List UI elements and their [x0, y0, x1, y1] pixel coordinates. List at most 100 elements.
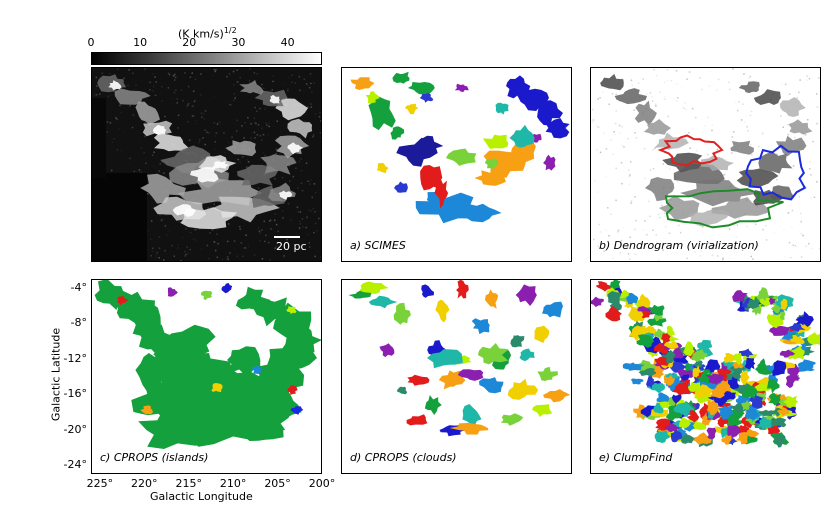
noise-pixel [165, 214, 167, 216]
noise-pixel [812, 140, 814, 143]
clumpfind-clump [654, 356, 667, 366]
clumpfind-clump [661, 333, 671, 345]
noise-pixel [110, 169, 113, 172]
noise-pixel [184, 250, 186, 253]
clumpfind-clump [726, 417, 742, 430]
noise-pixel [241, 228, 244, 230]
noise-pixel [786, 124, 789, 126]
emission-peak [172, 204, 197, 217]
noise-pixel [173, 79, 176, 81]
cprops-island [153, 324, 216, 368]
noise-pixel [160, 219, 163, 222]
noise-pixel [120, 150, 122, 152]
noise-pixel [120, 111, 122, 114]
noise-pixel [164, 249, 166, 252]
noise-pixel [113, 138, 115, 140]
noise-pixel [725, 159, 727, 161]
noise-pixel [741, 249, 744, 251]
y-axis-label: Galactic Latitude [49, 327, 63, 422]
noise-pixel [239, 225, 241, 228]
noise-pixel [228, 73, 231, 75]
noise-pixel [128, 106, 130, 108]
noise-pixel [111, 141, 114, 144]
colorbar-label: (K km/s)1/2 [178, 26, 237, 41]
noise-pixel [214, 135, 216, 137]
noise-pixel [305, 226, 307, 229]
noise-pixel [207, 132, 210, 134]
noise-pixel [247, 245, 250, 248]
noise-pixel [262, 133, 265, 136]
noise-pixel [810, 197, 812, 200]
noise-pixel [309, 73, 312, 75]
clumpfind-clump [628, 306, 644, 321]
noise-pixel [758, 145, 760, 148]
noise-pixel [804, 134, 807, 136]
clumpfind-clump [744, 357, 756, 370]
noise-pixel [250, 123, 252, 125]
panel-scimes: a) SCIMES [341, 67, 572, 262]
clumpfind-clump [690, 349, 708, 363]
noise-pixel [308, 242, 311, 244]
noise-pixel [787, 212, 790, 214]
clumpfind-clump [718, 405, 734, 420]
noise-pixel [626, 246, 629, 249]
noise-pixel [629, 236, 631, 239]
noise-pixel [312, 207, 314, 210]
cprops-cloud [439, 425, 467, 437]
noise-pixel [655, 103, 657, 105]
noise-pixel [159, 213, 161, 216]
noise-pixel [242, 156, 244, 158]
clumpfind-clump [620, 289, 629, 298]
noise-pixel [734, 101, 736, 104]
noise-pixel [633, 253, 636, 255]
emission-blob [779, 97, 806, 117]
noise-pixel [314, 222, 317, 225]
noise-pixel [615, 110, 618, 112]
noise-pixel [776, 153, 778, 156]
noise-pixel [115, 116, 118, 118]
noise-pixel [107, 95, 110, 98]
noise-pixel [259, 239, 261, 242]
cprops-cloud [457, 369, 484, 381]
emission-peak [212, 161, 230, 169]
noise-pixel [215, 69, 217, 71]
noise-pixel [263, 87, 265, 89]
noise-pixel [282, 210, 284, 212]
noise-pixel [816, 181, 818, 183]
noise-pixel [314, 113, 317, 115]
clumpfind-clump [677, 369, 696, 378]
noise-pixel [128, 69, 130, 71]
noise-pixel [155, 81, 157, 83]
clumpfind-clump [789, 334, 805, 345]
noise-pixel [815, 93, 818, 95]
noise-pixel [655, 105, 657, 107]
noise-pixel [199, 139, 201, 141]
noise-pixel [591, 121, 593, 123]
noise-pixel [149, 89, 151, 91]
noise-pixel [246, 159, 248, 161]
emission-peak [153, 124, 167, 135]
cprops-cloud [406, 414, 428, 426]
noise-pixel [295, 70, 297, 72]
noise-pixel [233, 93, 236, 95]
noise-pixel [197, 127, 200, 129]
x-tick-label: 225° [86, 477, 114, 490]
clumpfind-clump [706, 399, 719, 416]
noise-pixel [743, 247, 746, 249]
noise-pixel [221, 258, 224, 261]
noise-pixel [116, 149, 119, 151]
clumpfind-clump [740, 370, 750, 385]
noise-pixel [320, 256, 321, 258]
noise-pixel [116, 118, 118, 121]
noise-pixel [228, 224, 231, 227]
noise-pixel [694, 251, 696, 253]
noise-pixel [723, 173, 726, 176]
noise-pixel [791, 209, 794, 212]
noise-pixel [101, 72, 104, 74]
noise-pixel [175, 89, 177, 92]
noise-pixel [794, 245, 797, 247]
colorbar-tick-label: 30 [231, 36, 246, 49]
clumpfind-clump [595, 281, 611, 292]
noise-pixel [299, 137, 301, 139]
noise-pixel [623, 146, 625, 148]
